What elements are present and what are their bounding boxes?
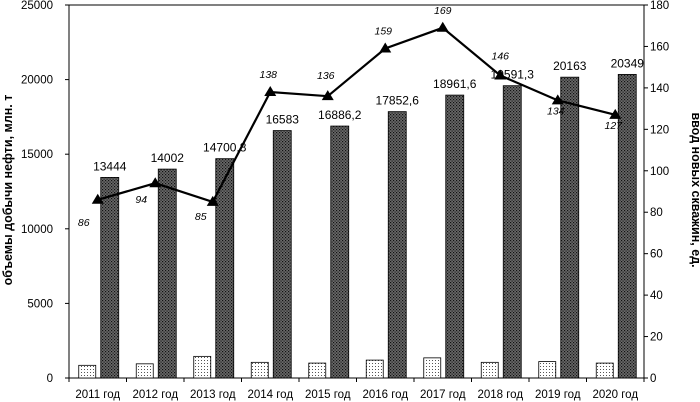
- x-tick-label: 2013 год: [190, 389, 236, 401]
- line-marker-triangle: [149, 177, 162, 188]
- line-marker-triangle: [321, 90, 334, 101]
- x-tick-label: 2015 год: [305, 389, 351, 401]
- line-marker-triangle: [609, 108, 622, 119]
- bar-production: [445, 94, 465, 379]
- bar-production-label: 17852,6: [376, 94, 420, 108]
- bar-production: [330, 125, 350, 379]
- line-marker-triangle: [379, 42, 392, 53]
- y-tick-label-left: 10000: [21, 224, 53, 236]
- line-marker-triangle: [494, 69, 507, 80]
- line-point-label: 127: [604, 120, 623, 132]
- bar-secondary: [78, 364, 97, 379]
- bar-secondary: [135, 363, 154, 379]
- bar-production: [157, 168, 177, 379]
- line-point-label: 86: [78, 217, 90, 229]
- line-point-label: 169: [434, 5, 452, 17]
- y-tick-label-left: 20000: [21, 75, 53, 87]
- bar-secondary: [193, 355, 212, 379]
- y-tick-label-right: 160: [650, 41, 669, 53]
- bar-secondary: [595, 362, 614, 379]
- line-marker-triangle: [91, 193, 104, 204]
- line-point-label: 146: [491, 50, 509, 62]
- y-tick-label-right: 180: [650, 0, 669, 12]
- y-tick-label-right: 40: [650, 290, 663, 302]
- bar-production-label: 20349: [611, 56, 645, 70]
- line-marker-triangle: [264, 86, 277, 97]
- line-new-wells: [97, 26, 616, 204]
- bar-production: [215, 158, 235, 379]
- x-tick-label: 2016 год: [362, 389, 408, 401]
- bar-secondary: [365, 359, 384, 379]
- x-tick-label: 2012 год: [132, 389, 178, 401]
- y-tick-label-left: 25000: [21, 0, 53, 12]
- line-point-label: 159: [374, 26, 392, 38]
- bar-production-label: 20163: [553, 59, 587, 73]
- bar-production: [272, 130, 292, 379]
- bar-production-label: 18961,6: [433, 77, 477, 91]
- line-point-label: 85: [195, 211, 207, 223]
- bar-secondary: [250, 361, 269, 379]
- x-tick-label: 2020 год: [592, 389, 638, 401]
- bar-production-label: 14700,8: [203, 141, 247, 155]
- y-axis-title-left: объемы добычи нефти, млн. т: [1, 95, 15, 286]
- y-tick-label-right: 60: [650, 249, 663, 261]
- bar-secondary: [308, 362, 327, 379]
- bar-secondary: [538, 361, 557, 379]
- y-tick-label-right: 20: [650, 332, 663, 344]
- y-tick-label-right: 120: [650, 124, 669, 136]
- y-tick-label-right: 100: [650, 166, 669, 178]
- line-point-label: 138: [259, 69, 277, 81]
- y-tick-label-left: 15000: [21, 149, 53, 161]
- x-tick-label: 2018 год: [477, 389, 523, 401]
- y-axis-title-right: ввод новых скважин, ед.: [689, 112, 700, 267]
- x-tick-label: 2019 год: [535, 389, 581, 401]
- bar-production-label: 16886,2: [318, 108, 362, 122]
- y-tick-label-right: 140: [650, 83, 669, 95]
- plot-area: 0 5000 10000 15000 20000 25000 0 20 40 60 80 100 120…: [21, 0, 669, 401]
- bar-production-label: 13444: [93, 159, 127, 173]
- y-tick-label-right: 80: [650, 207, 663, 219]
- bar-production: [617, 73, 637, 379]
- bar-secondary: [480, 361, 499, 379]
- line-marker-triangle: [436, 21, 449, 32]
- line-marker-triangle: [551, 94, 564, 105]
- x-tick-label: 2011 год: [75, 389, 120, 401]
- line-point-label: 134: [547, 105, 565, 117]
- line-point-label: 136: [317, 70, 335, 82]
- y-tick-label-left: 0: [47, 373, 53, 385]
- x-tick-label: 2014 год: [247, 389, 293, 401]
- line-point-label: 94: [135, 194, 147, 206]
- bar-production-label: 16583: [266, 113, 300, 127]
- line-marker-triangle: [206, 195, 219, 206]
- bar-production-label: 14002: [151, 151, 185, 165]
- bar-secondary: [423, 357, 442, 379]
- y-tick-label-right: 0: [650, 373, 656, 385]
- bar-production: [560, 76, 580, 379]
- bar-production: [387, 111, 407, 379]
- bar-production: [100, 177, 120, 379]
- y-tick-label-left: 5000: [27, 298, 53, 310]
- x-tick-label: 2017 год: [420, 389, 466, 401]
- bar-production: [502, 85, 522, 379]
